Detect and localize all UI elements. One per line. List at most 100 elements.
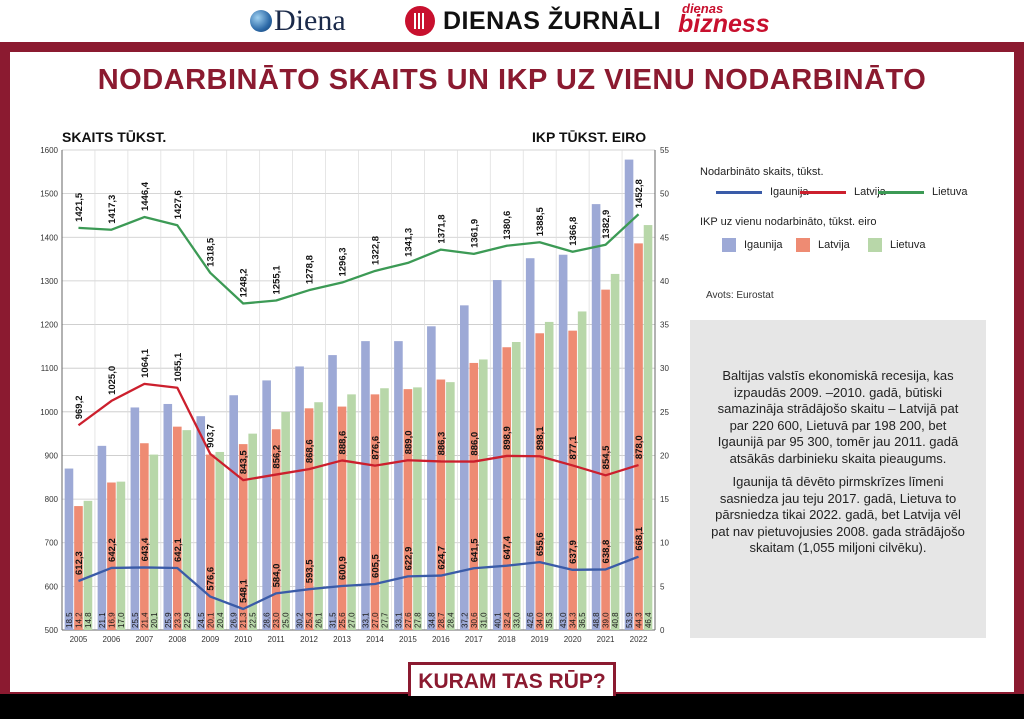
right-tick-label: 15 (660, 495, 669, 504)
bar-value-label: 25,4 (305, 612, 314, 628)
line-value-label: 1064,1 (140, 348, 151, 378)
legend-line-label: Lietuva (932, 186, 968, 198)
bar-lietuva (248, 433, 257, 630)
line-value-label: 856,2 (272, 445, 283, 469)
legend-bar-swatch (722, 238, 736, 252)
bar-value-label: 21,3 (239, 612, 248, 628)
dienas-bizness-logo: dienas bizness (678, 1, 770, 37)
bar-value-label: 40,1 (493, 612, 502, 628)
bar-value-label: 33,1 (361, 612, 370, 628)
left-tick-label: 1600 (40, 146, 58, 155)
x-tick-label: 2007 (135, 635, 153, 644)
line-value-label: 1380,6 (502, 211, 513, 240)
globe-icon (250, 10, 272, 32)
right-tick-label: 55 (660, 146, 669, 155)
bar-lietuva (116, 481, 126, 630)
line-value-label: 1371,8 (436, 215, 447, 244)
legend-line-lietuva: Lietuva (878, 186, 967, 198)
line-value-label: 612,3 (74, 551, 85, 575)
bar-value-label: 43,0 (559, 612, 568, 628)
bar-latvija (107, 482, 116, 630)
bar-value-label: 21,1 (98, 612, 107, 628)
db-logo-small: dienas (682, 1, 724, 16)
left-tick-label: 1200 (40, 321, 58, 330)
bar-lietuva (479, 359, 488, 630)
line-value-label: 1446,4 (140, 181, 151, 211)
x-tick-label: 2014 (366, 635, 384, 644)
right-axis-title: IKP TŪKST. EIRO (532, 129, 647, 145)
line-value-label: 1278,8 (305, 255, 316, 284)
bar-value-label: 27,8 (413, 612, 422, 628)
left-tick-label: 1300 (40, 277, 58, 286)
line-value-label: 548,1 (239, 579, 250, 603)
line-value-label: 1427,6 (173, 190, 184, 219)
bar-lietuva (643, 225, 653, 630)
bar-latvija (469, 362, 479, 630)
bar-value-label: 39,0 (602, 612, 611, 628)
bar-value-label: 23,3 (173, 612, 182, 628)
masthead: Diena DIENAS ŽURNĀLI dienas bizness (0, 0, 1024, 42)
left-tick-label: 700 (45, 539, 59, 548)
bar-igaunija (64, 468, 74, 630)
left-tick-label: 600 (45, 582, 59, 591)
left-tick-label: 1000 (40, 408, 58, 417)
bar-value-label: 28,6 (263, 612, 272, 628)
line-value-label: 624,7 (436, 546, 447, 570)
bar-value-label: 25,5 (131, 612, 140, 628)
bar-lietuva (314, 402, 323, 630)
bar-igaunija (262, 380, 271, 630)
x-tick-label: 2017 (465, 635, 483, 644)
line-value-label: 1452,8 (634, 179, 645, 208)
line-value-label: 576,6 (206, 567, 217, 591)
bar-latvija (535, 333, 544, 630)
bar-lietuva (544, 321, 554, 630)
bar-lietuva (380, 388, 389, 630)
bar-value-label: 23,0 (272, 612, 281, 628)
line-value-label: 868,6 (305, 439, 316, 463)
x-tick-label: 2005 (70, 635, 88, 644)
right-tick-label: 35 (660, 321, 669, 330)
line-value-label: 878,0 (634, 435, 645, 459)
bar-value-label: 20,1 (206, 612, 215, 628)
legend-line-latvija: Latvija (800, 186, 886, 198)
line-value-label: 898,1 (535, 426, 546, 450)
line-value-label: 886,0 (469, 432, 480, 456)
line-value-label: 969,2 (74, 395, 85, 419)
line-value-label: 889,0 (403, 430, 414, 454)
line-value-label: 1322,8 (370, 236, 381, 265)
legend-bar-igaunija: Igaunija (722, 238, 783, 252)
bar-lietuva (446, 382, 455, 630)
line-value-label: 876,6 (370, 436, 381, 460)
line-value-label: 668,1 (634, 526, 645, 550)
line-lietuva (78, 213, 640, 305)
commentary-paragraph-1: Baltijas valstīs ekonomiskā recesija, ka… (717, 368, 959, 466)
right-tick-label: 5 (660, 582, 665, 591)
line-value-label: 903,7 (206, 424, 217, 448)
bar-value-label: 21,4 (140, 612, 149, 628)
line-value-label: 888,6 (338, 431, 349, 455)
line-value-label: 1366,8 (568, 217, 579, 246)
line-value-label: 655,6 (535, 532, 546, 556)
bar-igaunija (558, 254, 568, 630)
line-value-label: 641,5 (469, 538, 480, 562)
right-tick-label: 0 (660, 626, 665, 635)
bar-value-label: 36,5 (578, 612, 587, 628)
bar-value-label: 34,8 (427, 612, 436, 628)
bar-igaunija (361, 341, 370, 630)
bar-igaunija (328, 355, 337, 630)
bar-igaunija (394, 341, 403, 630)
bar-latvija (436, 379, 446, 630)
bar-lietuva (577, 311, 587, 630)
bar-value-label: 34,0 (536, 612, 545, 628)
bar-value-label: 14,2 (74, 612, 83, 628)
left-tick-label: 1400 (40, 233, 58, 242)
x-tick-label: 2010 (234, 635, 252, 644)
right-tick-label: 45 (660, 233, 669, 242)
line-value-label: 1421,5 (74, 192, 85, 222)
bar-latvija (173, 426, 182, 630)
bar-latvija (337, 406, 347, 630)
bar-value-label: 46,4 (644, 612, 653, 628)
x-tick-label: 2016 (432, 635, 450, 644)
bar-value-label: 14,8 (84, 612, 93, 628)
left-tick-label: 500 (45, 626, 59, 635)
